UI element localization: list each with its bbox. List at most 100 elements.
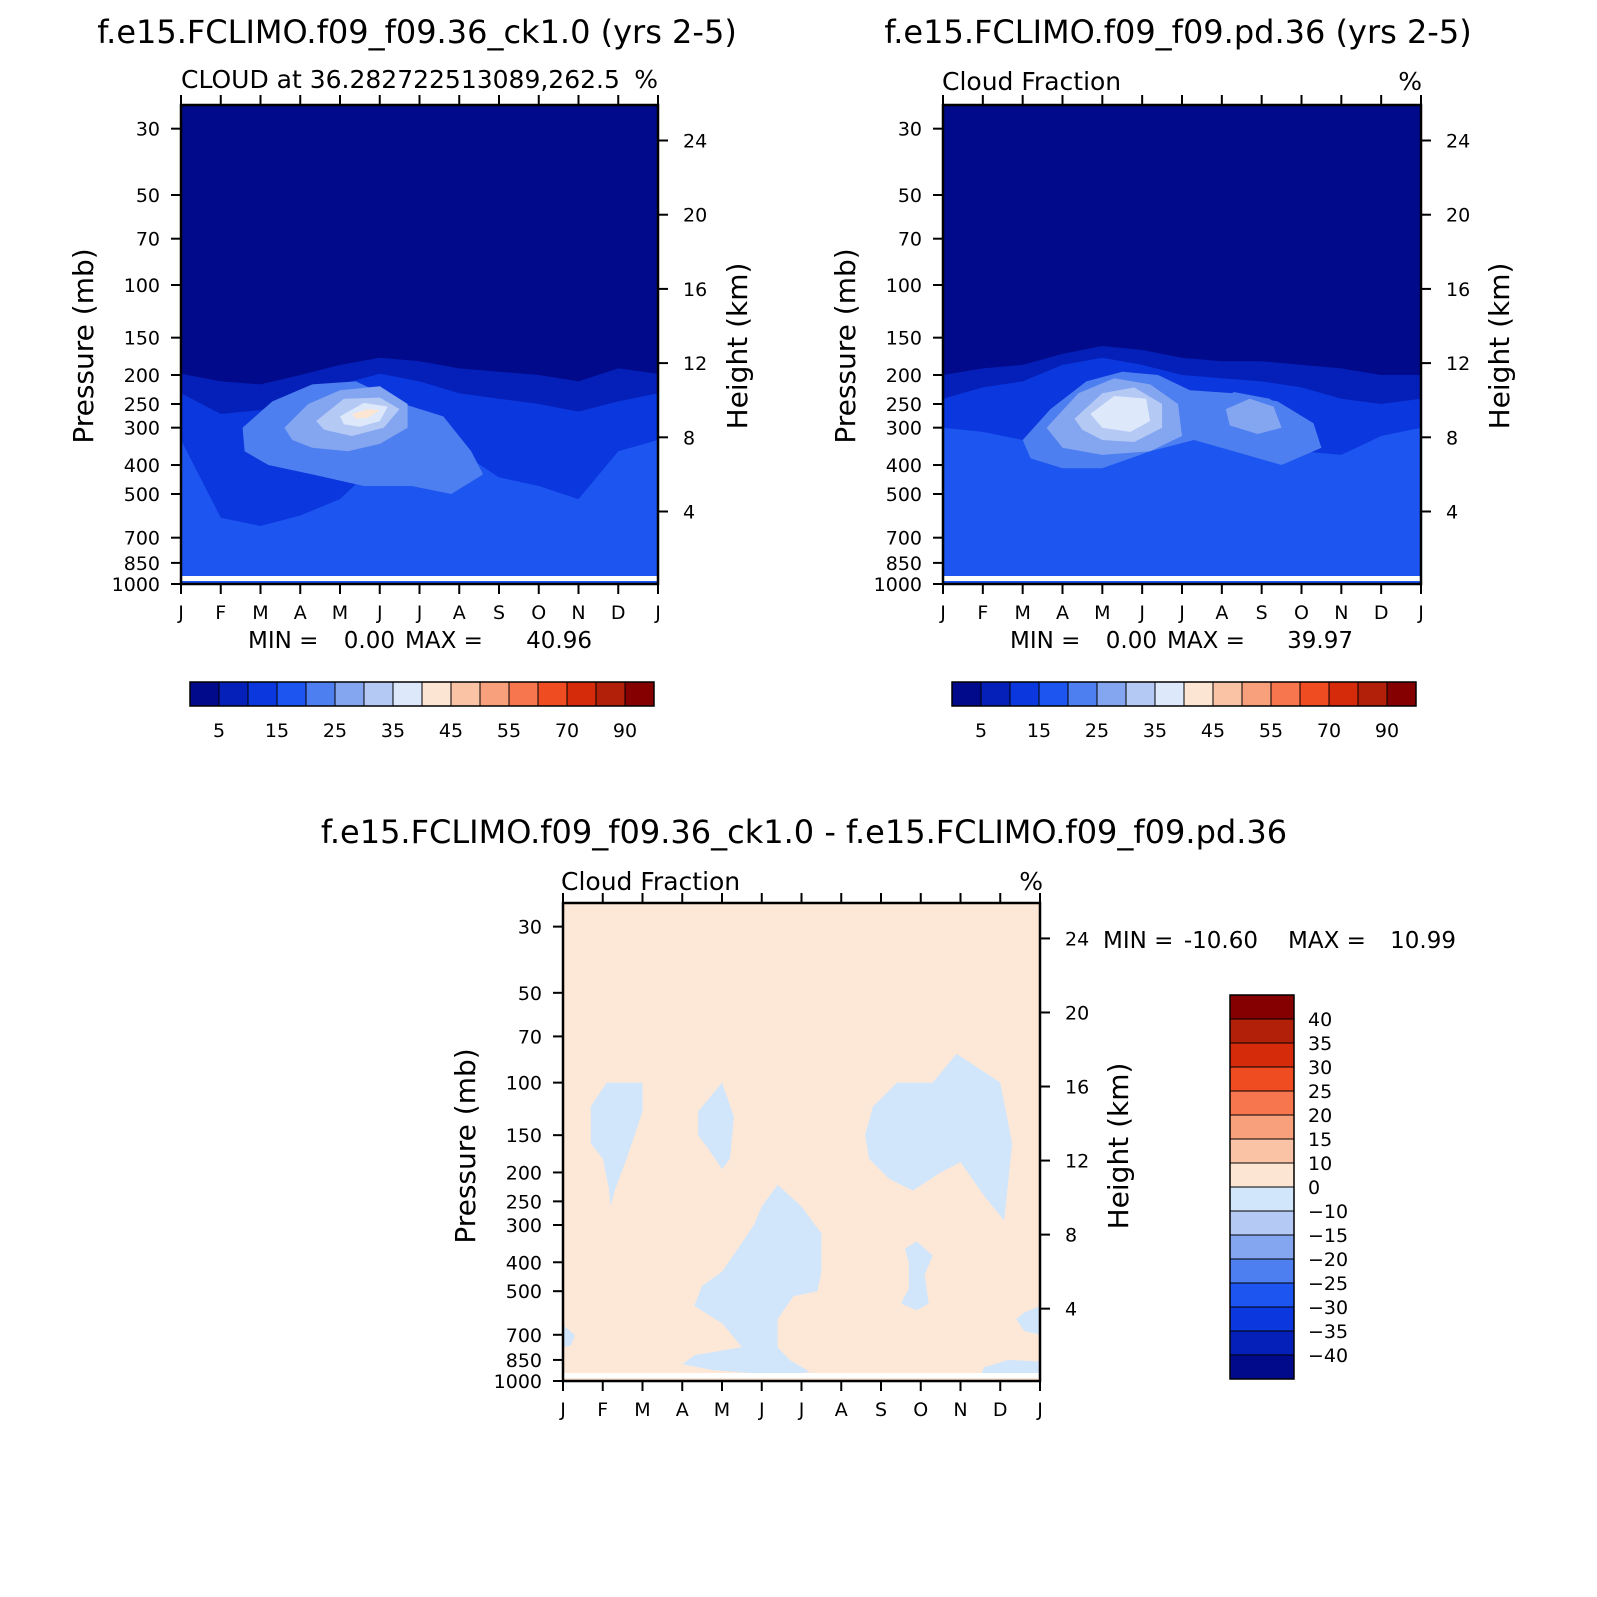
colorbar-label: −10 — [1308, 1201, 1348, 1223]
x-tick-label: F — [977, 602, 988, 624]
x-tick-label: N — [1334, 602, 1348, 624]
y2-tick-label: 4 — [1446, 502, 1458, 524]
x-tick-label: S — [1256, 602, 1268, 624]
y-axis-label: Pressure (mb) — [829, 248, 862, 443]
colorbar-swatch — [1183, 681, 1214, 707]
colorbar-swatch — [1212, 681, 1243, 707]
contour-negative — [682, 1184, 822, 1376]
colorbar-swatch — [1154, 681, 1185, 707]
colorbar-swatch — [1241, 681, 1272, 707]
colorbar-swatch — [1328, 681, 1359, 707]
y-tick-label: 150 — [124, 328, 160, 350]
y-tick-label: 400 — [506, 1252, 542, 1274]
y-tick-label: 200 — [506, 1162, 542, 1184]
contour-negative — [563, 1325, 575, 1348]
panel-subtitle: CLOUD at 36.282722513089,262.5 — [181, 65, 620, 94]
colorbar: 5 15 25 35 45 55 70 90 — [951, 681, 1417, 742]
y2-tick-label: 4 — [683, 502, 695, 524]
y-tick-label: 850 — [506, 1350, 542, 1372]
colorbar-swatch — [1229, 1018, 1295, 1044]
contour-fills — [943, 105, 1421, 584]
y2-tick-label: 8 — [1446, 427, 1458, 449]
colorbar-label: 15 — [1027, 720, 1051, 742]
y-tick-label: 70 — [136, 229, 160, 251]
max-value: 10.99 — [1390, 928, 1456, 954]
colorbar-swatch — [1386, 681, 1417, 707]
colorbar-swatch — [1096, 681, 1127, 707]
x-tick-label: J — [559, 1399, 566, 1421]
surface-line — [943, 576, 1421, 581]
colorbar-label: 30 — [1308, 1057, 1332, 1079]
y-tick-label: 250 — [506, 1191, 542, 1213]
contour-fills — [563, 903, 1040, 1381]
x-tick-label: J — [939, 602, 946, 624]
colorbar-swatch — [1229, 1114, 1295, 1140]
x-tick-label: M — [1094, 602, 1110, 624]
x-tick-label: J — [1036, 1399, 1043, 1421]
min-value: 0.00 — [1106, 628, 1157, 654]
x-tick-label: D — [611, 602, 626, 624]
colorbar-swatch — [1229, 1186, 1295, 1212]
y-tick-label: 1000 — [874, 574, 922, 596]
x-tick-label: J — [376, 602, 383, 624]
colorbar-swatch — [1009, 681, 1040, 707]
y-tick-label: 30 — [898, 119, 922, 141]
colorbar-swatch — [566, 681, 597, 707]
contour-level-35 — [1090, 396, 1151, 432]
x-tick-label: S — [875, 1399, 887, 1421]
colorbar-swatch — [1229, 994, 1295, 1020]
colorbar-label: 35 — [381, 720, 405, 742]
colorbar-swatch — [247, 681, 278, 707]
y-tick-label: 500 — [124, 484, 160, 506]
max-label: MAX = — [1167, 628, 1245, 654]
y-axis-label: Pressure (mb) — [449, 1048, 482, 1243]
colorbar-swatch — [508, 681, 539, 707]
x-tick-label: M — [252, 602, 268, 624]
colorbar-swatch — [421, 681, 452, 707]
y2-tick-label: 20 — [1446, 205, 1470, 227]
colorbar-label: 45 — [439, 720, 463, 742]
colorbar-label: 35 — [1143, 720, 1167, 742]
y2-tick-label: 16 — [683, 279, 707, 301]
y-tick-label: 850 — [886, 553, 922, 575]
x-tick-label: N — [953, 1399, 967, 1421]
y-axis-label: Pressure (mb) — [67, 248, 100, 443]
colorbar-label: 45 — [1201, 720, 1225, 742]
x-tick-label: O — [531, 602, 546, 624]
y-tick-label: 70 — [518, 1026, 542, 1048]
colorbar-swatch — [1299, 681, 1330, 707]
colorbar-swatch — [1038, 681, 1069, 707]
y2-tick-label: 8 — [1065, 1225, 1077, 1247]
colorbar-label: 0 — [1308, 1177, 1320, 1199]
y-tick-label: 1000 — [494, 1371, 542, 1393]
y-tick-label: 250 — [124, 394, 160, 416]
panel-title: f.e15.FCLIMO.f09_f09.36_ck1.0 (yrs 2-5) — [97, 13, 737, 51]
colorbar-swatch — [624, 681, 655, 707]
surface-line — [563, 1373, 1040, 1378]
colorbar-label: 55 — [1259, 720, 1283, 742]
y-tick-label: 700 — [124, 528, 160, 550]
y2-tick-label: 16 — [1065, 1077, 1089, 1099]
colorbar-swatch — [1229, 1162, 1295, 1188]
contour-negative — [1016, 1305, 1040, 1335]
colorbar-swatch — [276, 681, 307, 707]
colorbar-swatch — [1229, 1042, 1295, 1068]
y2-tick-label: 24 — [1065, 928, 1089, 950]
y2-tick-label: 12 — [683, 353, 707, 375]
y2-tick-label: 4 — [1065, 1299, 1077, 1321]
contour-level-15 — [181, 440, 658, 584]
colorbar-swatch — [1229, 1306, 1295, 1332]
y2-tick-label: 16 — [1446, 279, 1470, 301]
colorbar-swatch — [1229, 1234, 1295, 1260]
x-tick-label: D — [993, 1399, 1008, 1421]
colorbar-swatch — [1229, 1282, 1295, 1308]
colorbar-label: −40 — [1308, 1345, 1348, 1367]
y-tick-label: 50 — [136, 185, 160, 207]
y-tick-label: 150 — [506, 1125, 542, 1147]
y-tick-label: 300 — [124, 418, 160, 440]
x-tick-label: J — [1178, 602, 1185, 624]
x-tick-label: D — [1374, 602, 1389, 624]
colorbar-frame — [1229, 994, 1295, 1380]
x-tick-label: J — [1417, 602, 1424, 624]
